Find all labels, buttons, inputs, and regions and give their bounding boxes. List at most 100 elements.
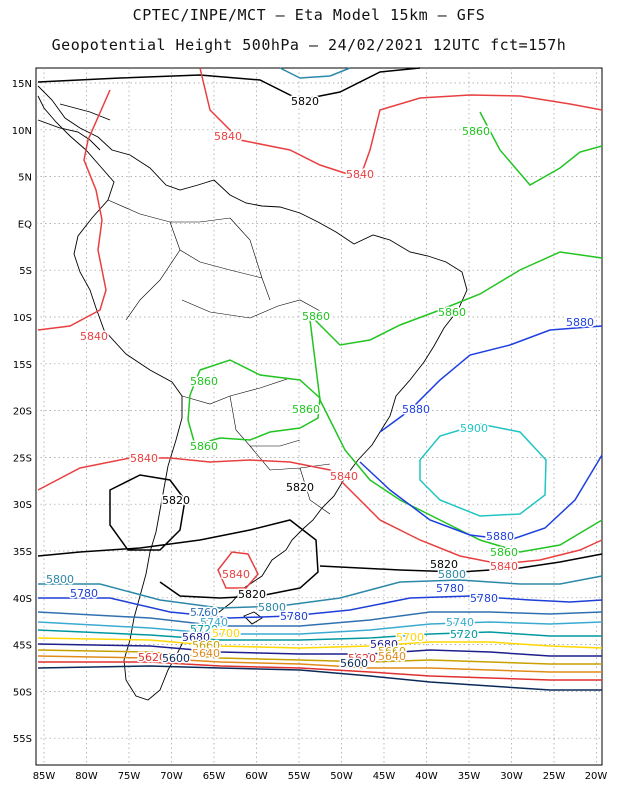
contour-5860-ne <box>479 111 603 186</box>
map-grid <box>36 68 602 765</box>
contour-5840-north <box>199 67 603 179</box>
contour-5740 <box>37 621 603 635</box>
contour-label-5860: 5860 <box>190 440 218 453</box>
chart-subtitle: Geopotential Height 500hPa — 24/02/2021 … <box>51 36 567 54</box>
lat-label: 15N <box>12 79 32 90</box>
lon-label: 85W <box>33 771 56 782</box>
coastlines <box>37 85 468 701</box>
lon-label: 30W <box>500 771 523 782</box>
lon-label: 25W <box>543 771 566 782</box>
lat-label: 45S <box>13 641 32 652</box>
contour-5640 <box>37 655 602 673</box>
lat-label: 5N <box>18 173 32 184</box>
lat-label: 25S <box>13 453 32 464</box>
contour-label-5820: 5820 <box>162 494 190 507</box>
contour-label-5820: 5820 <box>291 95 319 108</box>
falklands-outline <box>243 611 263 625</box>
contour-label-5600: 5600 <box>340 657 368 670</box>
contour-5700 <box>37 637 603 649</box>
contour-5840-coast <box>37 89 111 331</box>
lat-label: 10S <box>13 313 32 324</box>
lon-label: 80W <box>75 771 98 782</box>
contour-label-5680: 5680 <box>370 638 398 651</box>
contour-label-5700: 5700 <box>212 627 240 640</box>
contour-label-5860: 5860 <box>438 306 466 319</box>
contour-label-5660: 5660 <box>378 645 406 658</box>
contour-label-5780: 5780 <box>436 582 464 595</box>
lon-label: 70W <box>160 771 183 782</box>
contour-label-5860: 5860 <box>292 403 320 416</box>
contour-label-5800: 5800 <box>46 573 74 586</box>
contour-label-5840: 5840 <box>346 168 374 181</box>
lon-label: 35W <box>458 771 481 782</box>
lat-label: 55S <box>13 734 32 745</box>
contour-label-5880: 5880 <box>566 316 594 329</box>
contour-label-5680: 5680 <box>182 631 210 644</box>
contour-label-5840: 5840 <box>130 452 158 465</box>
lon-label: 55W <box>288 771 311 782</box>
lon-label: 20W <box>585 771 608 782</box>
contour-label-5740: 5740 <box>200 616 228 629</box>
contour-5760 <box>37 611 603 627</box>
lat-label: 10N <box>12 126 32 137</box>
contour-label-5840: 5840 <box>80 330 108 343</box>
contour-label-5600: 5600 <box>162 652 190 665</box>
contour-label-5820: 5820 <box>430 558 458 571</box>
contour-5800-top <box>279 67 351 79</box>
contour-5600 <box>37 665 602 691</box>
lon-label: 75W <box>118 771 141 782</box>
south-america-coastline <box>37 85 468 701</box>
lat-label: 15S <box>13 360 32 371</box>
contour-5860-south <box>309 319 603 553</box>
contour-label-5840: 5840 <box>214 130 242 143</box>
contour-5880 <box>379 325 603 433</box>
longitude-labels: 85W 80W 75W 70W 65W 60W 55W 50W 45W 40W 35W 30W 25W 2… <box>33 771 608 782</box>
lon-label: 45W <box>373 771 396 782</box>
lon-label: 60W <box>245 771 268 782</box>
lat-label: 30S <box>13 500 32 511</box>
contour-5860-east <box>309 251 603 346</box>
contour-label-5840: 5840 <box>490 560 518 573</box>
contour-label-5700: 5700 <box>396 631 424 644</box>
contour-label-5720: 5720 <box>190 623 218 636</box>
contour-label-5760: 5760 <box>190 606 218 619</box>
country-borders <box>107 199 331 515</box>
contour-label-5720: 5720 <box>450 628 478 641</box>
lat-label: 35S <box>13 547 32 558</box>
lat-label: 20S <box>13 407 32 418</box>
lat-label: 40S <box>13 594 32 605</box>
contour-5780 <box>38 595 603 619</box>
contour-5620 <box>38 661 602 681</box>
latitude-labels: 15N 10N 5N EQ 5S 10S 15S 20S 25S 30S 35S 40S 45S 50S 5… <box>12 79 32 745</box>
chart-title: CPTEC/INPE/MCT — Eta Model 15km — GFS <box>132 6 486 24</box>
lon-label: 65W <box>203 771 226 782</box>
contour-5880-south <box>359 454 603 541</box>
contour-5820-north <box>37 67 421 101</box>
contour-label-5780: 5780 <box>470 592 498 605</box>
contour-label-5820: 5820 <box>238 588 266 601</box>
lat-label: 50S <box>13 687 32 698</box>
contour-label-5860: 5860 <box>190 375 218 388</box>
lat-label: EQ <box>18 219 32 230</box>
contour-label-5620: 5620 <box>138 651 166 664</box>
contour-label-5860: 5860 <box>462 125 490 138</box>
contour-label-5800: 5800 <box>438 568 466 581</box>
lon-label: 50W <box>330 771 353 782</box>
contour-label-5880: 5880 <box>402 403 430 416</box>
lon-label: 40W <box>415 771 438 782</box>
contour-label-5780: 5780 <box>70 587 98 600</box>
lat-label: 5S <box>19 266 32 277</box>
contour-5900 <box>419 423 547 517</box>
contour-label-5860: 5860 <box>490 546 518 559</box>
contour-label-5840: 5840 <box>330 470 358 483</box>
contour-label-5820: 5820 <box>286 481 314 494</box>
contour-5660 <box>37 649 602 665</box>
contour-label-5780: 5780 <box>280 610 308 623</box>
contour-label-5660: 5660 <box>192 639 220 652</box>
contour-label-5620: 5620 <box>348 652 376 665</box>
contour-label-5640: 5640 <box>378 650 406 663</box>
central-america-coastline <box>37 103 111 151</box>
contour-label-5840: 5840 <box>222 568 250 581</box>
